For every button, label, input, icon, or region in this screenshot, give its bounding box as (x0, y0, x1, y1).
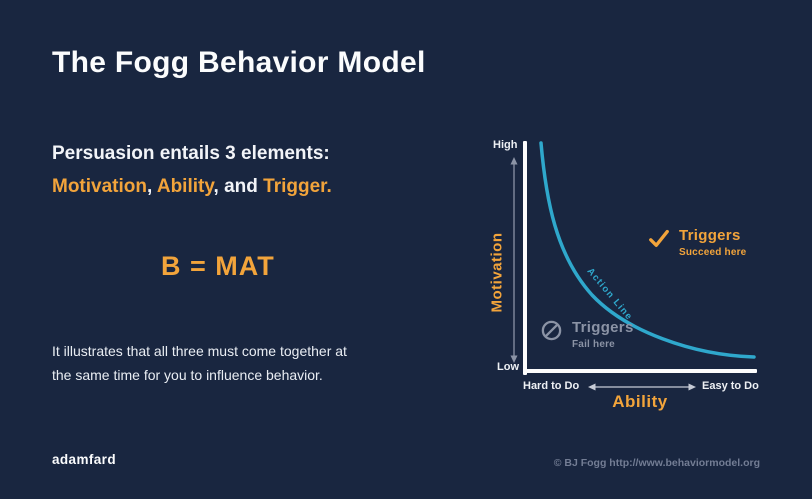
x-axis-line (523, 369, 757, 373)
checkmark-icon (649, 229, 669, 247)
brand-logo: adamfard (52, 452, 116, 467)
description-text: It illustrates that all three must come … (52, 339, 392, 387)
intro-line-1-text: Persuasion entails 3 elements: (52, 143, 330, 164)
separator-2: , and (213, 176, 264, 197)
triggers-succeed-subtitle: Succeed here (679, 247, 747, 258)
no-entry-icon (541, 320, 562, 341)
motivation-range-arrow (510, 157, 518, 363)
y-axis-title: Motivation (488, 232, 506, 313)
intro-text: Persuasion entails 3 elements: Motivatio… (52, 137, 332, 203)
intro-line-1: Persuasion entails 3 elements: (52, 137, 332, 170)
action-line-curve (539, 141, 756, 359)
triggers-succeed-title: Triggers (679, 227, 741, 244)
triggers-fail-title: Triggers (572, 319, 634, 336)
page-title: The Fogg Behavior Model (52, 46, 426, 79)
separator-1: , (147, 176, 157, 197)
triggers-succeed-annotation: Triggers Succeed here (648, 227, 746, 258)
ability-word: Ability (156, 176, 214, 197)
description-line-2: the same time for you to influence behav… (52, 367, 323, 383)
attribution-text: © BJ Fogg http://www.behaviormodel.org (553, 457, 760, 469)
intro-line-2: Motivation, Ability, and Trigger. (52, 170, 332, 203)
x-axis-hard-label: Hard to Do (523, 380, 580, 392)
triggers-fail-annotation: Triggers Fail here (540, 319, 634, 350)
description-line-1: It illustrates that all three must come … (52, 343, 347, 359)
x-axis-title: Ability (612, 392, 668, 411)
y-axis-high-label: High (493, 139, 518, 151)
triggers-fail-subtitle: Fail here (572, 339, 615, 350)
formula-text: B = MAT (161, 251, 275, 281)
y-axis-line (523, 141, 527, 375)
ability-range-arrow (588, 383, 696, 391)
trigger-word: Trigger. (263, 176, 332, 197)
y-axis-low-label: Low (497, 361, 519, 373)
motivation-word: Motivation (52, 176, 147, 197)
x-axis-easy-label: Easy to Do (702, 380, 759, 392)
